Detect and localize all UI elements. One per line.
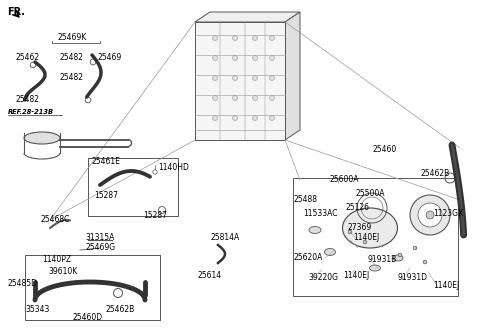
Text: 25485D: 25485D — [8, 278, 38, 288]
Circle shape — [30, 62, 36, 68]
Text: 25468C: 25468C — [40, 215, 70, 224]
Circle shape — [363, 240, 367, 244]
Circle shape — [269, 35, 275, 40]
Text: 1140HD: 1140HD — [158, 163, 189, 173]
Ellipse shape — [324, 249, 336, 256]
Text: REF.28-213B: REF.28-213B — [8, 109, 54, 115]
Text: 25460: 25460 — [373, 146, 397, 154]
Circle shape — [213, 55, 217, 60]
Bar — [293, 178, 458, 296]
Circle shape — [252, 55, 257, 60]
Text: 25469: 25469 — [98, 53, 122, 63]
Text: 25462B: 25462B — [106, 305, 134, 315]
Circle shape — [398, 253, 402, 257]
Text: 25469K: 25469K — [58, 33, 86, 43]
Text: 25461E: 25461E — [92, 157, 121, 167]
Bar — [25, 255, 160, 320]
Text: 31315A: 31315A — [85, 233, 115, 241]
Circle shape — [90, 59, 96, 65]
Circle shape — [252, 95, 257, 100]
Circle shape — [269, 95, 275, 100]
Text: 27369: 27369 — [348, 223, 372, 233]
Circle shape — [418, 203, 442, 227]
Text: 39220G: 39220G — [308, 274, 338, 282]
Text: 25460D: 25460D — [73, 314, 103, 322]
Text: 91931D: 91931D — [398, 274, 428, 282]
Circle shape — [213, 75, 217, 80]
Circle shape — [252, 115, 257, 120]
Circle shape — [348, 230, 352, 234]
Text: 25126: 25126 — [346, 202, 370, 212]
Polygon shape — [195, 22, 285, 140]
Text: 25600A: 25600A — [330, 175, 360, 184]
Ellipse shape — [370, 265, 381, 271]
Text: 91931B: 91931B — [368, 256, 397, 264]
Text: 1123GX: 1123GX — [433, 210, 463, 218]
Text: 1140EJ: 1140EJ — [343, 271, 369, 279]
Text: 35343: 35343 — [26, 305, 50, 315]
Text: 1140PZ: 1140PZ — [42, 256, 71, 264]
Circle shape — [213, 115, 217, 120]
Circle shape — [232, 35, 238, 40]
Circle shape — [252, 75, 257, 80]
Text: 25482: 25482 — [60, 53, 84, 63]
Text: 1140EJ: 1140EJ — [433, 280, 459, 290]
Circle shape — [269, 55, 275, 60]
Circle shape — [410, 195, 450, 235]
Text: 39610K: 39610K — [48, 268, 77, 277]
Text: 25482: 25482 — [60, 73, 84, 83]
Text: FR.: FR. — [7, 7, 25, 17]
Text: 25488: 25488 — [293, 195, 317, 204]
Circle shape — [252, 35, 257, 40]
Circle shape — [232, 115, 238, 120]
Circle shape — [232, 95, 238, 100]
Text: 25462B: 25462B — [420, 169, 450, 177]
Circle shape — [213, 35, 217, 40]
Circle shape — [269, 115, 275, 120]
Ellipse shape — [309, 227, 321, 234]
Circle shape — [269, 75, 275, 80]
Polygon shape — [195, 12, 300, 22]
Text: 25500A: 25500A — [355, 189, 385, 197]
Circle shape — [232, 75, 238, 80]
Ellipse shape — [393, 255, 403, 261]
Ellipse shape — [24, 132, 60, 144]
Text: 11533AC: 11533AC — [303, 209, 337, 217]
Text: 25469G: 25469G — [85, 243, 115, 253]
Text: 25620A: 25620A — [293, 254, 323, 262]
Circle shape — [423, 260, 427, 264]
Bar — [88, 158, 178, 216]
Text: 15287: 15287 — [94, 191, 118, 199]
Ellipse shape — [343, 208, 397, 248]
Text: 25482: 25482 — [16, 95, 40, 105]
Polygon shape — [285, 12, 300, 140]
Text: 25462: 25462 — [16, 53, 40, 63]
Circle shape — [232, 55, 238, 60]
Circle shape — [213, 95, 217, 100]
Text: 15287: 15287 — [143, 211, 167, 219]
Text: 25614: 25614 — [198, 271, 222, 279]
Circle shape — [426, 211, 434, 219]
Text: 1140EJ: 1140EJ — [353, 234, 379, 242]
Text: 25814A: 25814A — [210, 234, 240, 242]
Circle shape — [413, 246, 417, 250]
Circle shape — [85, 97, 91, 103]
